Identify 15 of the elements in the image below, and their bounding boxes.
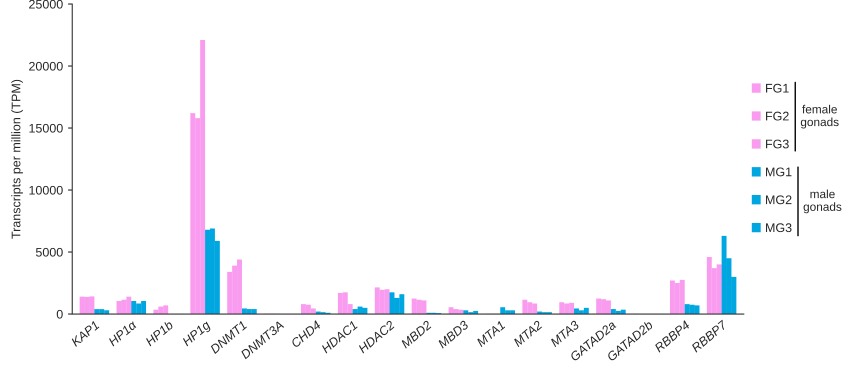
legend-label: MG3 bbox=[766, 223, 792, 232]
legend-label: FG3 bbox=[766, 140, 789, 148]
y-axis-title: Transcripts per million (TPM) bbox=[11, 80, 23, 239]
text: male gonads bbox=[804, 190, 842, 214]
y-tick-label: 20000 bbox=[29, 62, 63, 71]
y-tick-label: 10000 bbox=[29, 186, 63, 195]
legend-label: FG1 bbox=[766, 84, 789, 93]
y-tick-label: 25000 bbox=[29, 0, 63, 9]
legend-label: MG1 bbox=[766, 167, 792, 176]
y-tick-label: 15000 bbox=[29, 124, 63, 133]
y-tick-label: 5000 bbox=[36, 248, 63, 257]
legend-label: MG2 bbox=[766, 195, 792, 204]
legend-label: FG2 bbox=[766, 112, 789, 121]
y-tick-label: 0 bbox=[56, 310, 63, 319]
text: female gonads bbox=[800, 104, 839, 129]
